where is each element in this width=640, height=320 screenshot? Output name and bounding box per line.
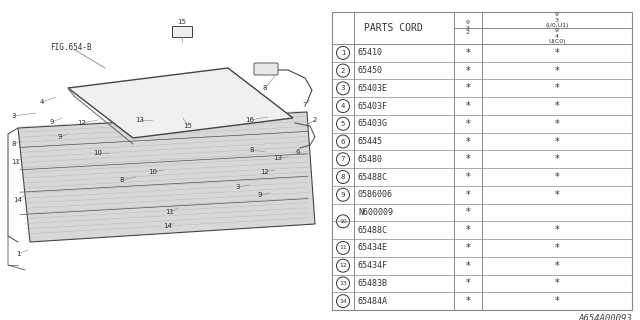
Text: *: *: [466, 137, 470, 147]
Text: 7: 7: [340, 156, 345, 162]
Text: 9: 9: [258, 192, 262, 198]
Text: 14: 14: [13, 197, 22, 203]
Text: 8: 8: [12, 141, 16, 147]
Text: *: *: [555, 137, 559, 147]
Polygon shape: [68, 68, 293, 138]
Text: 11: 11: [12, 159, 20, 165]
Text: 4: 4: [40, 99, 44, 105]
Text: 8: 8: [263, 85, 268, 91]
Text: 9: 9: [50, 119, 54, 125]
Text: 8: 8: [250, 147, 254, 153]
Text: 16: 16: [246, 117, 255, 123]
Bar: [172, 26, 192, 37]
Text: 65403F: 65403F: [358, 101, 388, 111]
Text: *: *: [466, 172, 470, 182]
Text: 8: 8: [120, 177, 124, 183]
Text: 8: 8: [340, 174, 345, 180]
Text: *: *: [466, 48, 470, 58]
Text: 9: 9: [340, 192, 345, 198]
Text: *: *: [555, 172, 559, 182]
Text: 3: 3: [236, 184, 240, 190]
Text: 14: 14: [339, 299, 347, 304]
Text: 65403E: 65403E: [358, 84, 388, 93]
Text: *: *: [555, 296, 559, 306]
Text: 13: 13: [136, 117, 145, 123]
Text: *: *: [555, 190, 559, 200]
Text: 65484A: 65484A: [358, 297, 388, 306]
Bar: [332, 12, 632, 310]
Text: 1: 1: [340, 50, 345, 56]
Text: *: *: [555, 83, 559, 93]
Text: PARTS CORD: PARTS CORD: [364, 23, 422, 33]
Text: *: *: [555, 66, 559, 76]
Text: *: *: [466, 119, 470, 129]
Text: 13: 13: [339, 281, 347, 286]
Text: *: *: [466, 190, 470, 200]
Text: *: *: [466, 207, 470, 218]
Text: 9: 9: [58, 134, 62, 140]
Text: *: *: [466, 243, 470, 253]
Text: N600009: N600009: [358, 208, 393, 217]
FancyBboxPatch shape: [254, 63, 278, 75]
Text: 65483B: 65483B: [358, 279, 388, 288]
Text: *: *: [555, 278, 559, 288]
Text: 11: 11: [339, 245, 347, 251]
Text: *: *: [466, 83, 470, 93]
Text: 3: 3: [12, 113, 16, 119]
Text: 0586006: 0586006: [358, 190, 393, 199]
Text: 10: 10: [339, 219, 347, 224]
Text: 15: 15: [184, 123, 193, 129]
Text: 65434E: 65434E: [358, 244, 388, 252]
Text: 10: 10: [148, 169, 157, 175]
Text: 15: 15: [177, 19, 186, 25]
Text: *: *: [466, 296, 470, 306]
Text: *: *: [466, 66, 470, 76]
Text: 11: 11: [166, 209, 175, 215]
Text: *: *: [555, 101, 559, 111]
Text: *: *: [466, 101, 470, 111]
Text: 10: 10: [93, 150, 102, 156]
Text: 65403G: 65403G: [358, 119, 388, 128]
Text: FIG.654-B: FIG.654-B: [50, 44, 92, 52]
Text: 14: 14: [164, 223, 172, 229]
Text: 5: 5: [341, 121, 345, 127]
Text: *: *: [555, 225, 559, 235]
Text: 13: 13: [273, 155, 282, 161]
Text: 65480: 65480: [358, 155, 383, 164]
Text: 12: 12: [260, 169, 269, 175]
Text: 65434F: 65434F: [358, 261, 388, 270]
Text: *: *: [555, 119, 559, 129]
Text: 65488C: 65488C: [358, 172, 388, 181]
Text: 1: 1: [16, 251, 20, 257]
Polygon shape: [18, 112, 315, 242]
Text: 65488C: 65488C: [358, 226, 388, 235]
Text: *: *: [555, 154, 559, 164]
Text: 9
3
2: 9 3 2: [466, 20, 470, 36]
Text: *: *: [555, 243, 559, 253]
Text: 6: 6: [340, 139, 345, 145]
Text: 6: 6: [296, 149, 300, 155]
Text: 65445: 65445: [358, 137, 383, 146]
Text: 2: 2: [341, 68, 345, 74]
Text: 9
4
U(C0): 9 4 U(C0): [548, 28, 566, 44]
Text: A654A00093: A654A00093: [579, 314, 632, 320]
Text: 9
3
(U0,U1): 9 3 (U0,U1): [545, 12, 569, 28]
Text: 3: 3: [340, 85, 345, 91]
Text: 65450: 65450: [358, 66, 383, 75]
Text: *: *: [466, 225, 470, 235]
Text: 2: 2: [313, 117, 317, 123]
Text: *: *: [466, 278, 470, 288]
Text: 4: 4: [341, 103, 345, 109]
Text: 7: 7: [303, 102, 307, 108]
Text: *: *: [555, 48, 559, 58]
Text: *: *: [466, 261, 470, 271]
Text: 65410: 65410: [358, 48, 383, 57]
Text: *: *: [555, 261, 559, 271]
Text: 12: 12: [77, 120, 86, 126]
Text: 12: 12: [339, 263, 347, 268]
Text: *: *: [466, 154, 470, 164]
